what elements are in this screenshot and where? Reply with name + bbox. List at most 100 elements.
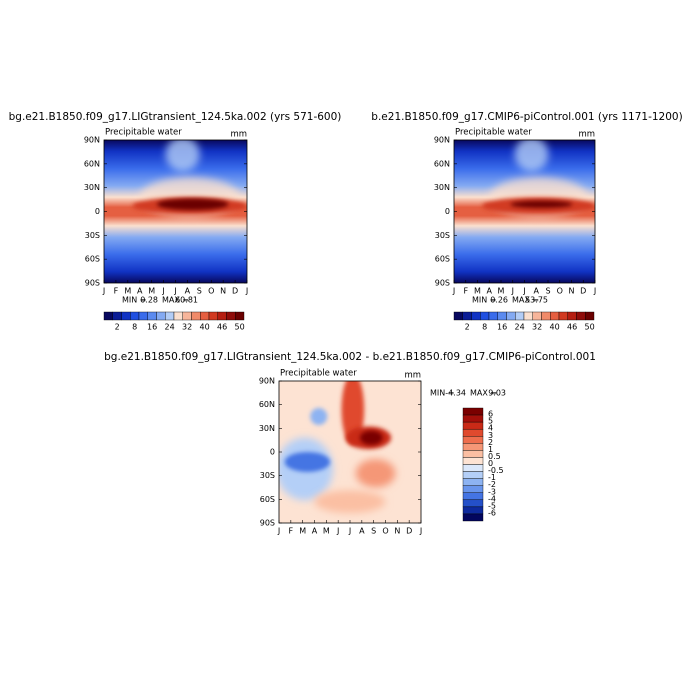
colorbar-label: 16 — [497, 323, 507, 332]
stat-label: MAX = — [162, 296, 189, 305]
y-tick-label: 60S — [260, 495, 275, 504]
y-tick-label: 90N — [84, 136, 100, 145]
stat-value: -4.34 — [445, 389, 466, 398]
x-tick-label: S — [545, 287, 550, 296]
stat-value: 0.26 — [490, 296, 508, 305]
colorbar-label: -4 — [488, 494, 496, 503]
colorbar-swatch — [462, 443, 484, 451]
y-tick-label: 60S — [85, 255, 100, 264]
x-tick-label: J — [419, 527, 422, 536]
y-tick-label: 30S — [85, 231, 100, 240]
y-tick-label: 90S — [260, 519, 275, 528]
contour-field — [279, 381, 421, 523]
colorbar-swatch — [462, 450, 484, 458]
colorbar-label: 8 — [132, 323, 137, 332]
x-tick-label: A — [312, 527, 318, 536]
colorbar-swatch — [541, 311, 551, 321]
colorbar-label: 40 — [200, 323, 210, 332]
units: mm — [404, 371, 421, 381]
panel-title: bg.e21.B1850.f09_g17.LIGtransient_124.5k… — [104, 351, 596, 363]
colorbar-label: 2 — [488, 438, 493, 447]
y-tick-label: 0 — [445, 207, 450, 216]
colorbar-label: 50 — [235, 323, 245, 332]
stat-label: MIN = — [122, 296, 147, 305]
colorbar-swatch — [462, 506, 484, 515]
colorbar-swatch — [462, 513, 484, 522]
colorbar-swatch — [147, 311, 157, 321]
colorbar-swatch — [462, 485, 484, 493]
x-tick-label: M — [498, 287, 505, 296]
x-tick-label: M — [124, 287, 131, 296]
colorbar-swatch — [191, 311, 201, 321]
colorbar-swatch — [462, 436, 484, 444]
colorbar-label: 40 — [550, 323, 560, 332]
colorbar-swatch — [462, 471, 484, 479]
x-tick-label: M — [323, 527, 330, 536]
y-tick-label: 30N — [84, 183, 100, 192]
y-tick-label: 90S — [435, 279, 450, 288]
x-tick-label: F — [463, 287, 468, 296]
colorbar-label: 1 — [488, 445, 493, 454]
x-tick-label: D — [232, 287, 238, 296]
x-tick-label: J — [593, 287, 596, 296]
colorbar-swatch — [217, 311, 227, 321]
colorbar-swatch — [532, 311, 542, 321]
stat-label: MIN = — [472, 296, 497, 305]
y-tick-label: 90N — [259, 377, 275, 386]
colorbar-swatch — [156, 311, 166, 321]
x-tick-label: D — [580, 287, 586, 296]
contour-field — [104, 140, 247, 283]
y-tick-label: 60N — [259, 400, 275, 409]
colorbar-swatch — [208, 311, 218, 321]
x-tick-label: J — [511, 287, 514, 296]
x-tick-label: F — [289, 527, 294, 536]
colorbar-label: -5 — [488, 501, 496, 510]
x-tick-label: N — [569, 287, 575, 296]
colorbar-label: -2 — [488, 480, 496, 489]
panel-subtitle: Precipitable water — [280, 369, 357, 379]
colorbar-swatch — [462, 311, 472, 321]
x-tick-label: J — [336, 527, 339, 536]
x-tick-label: J — [522, 287, 525, 296]
colorbar-swatch — [462, 499, 484, 508]
colorbar-swatch — [462, 464, 484, 472]
x-tick-label: J — [348, 527, 351, 536]
y-tick-label: 60N — [84, 159, 100, 168]
colorbar-label: -1 — [488, 473, 496, 482]
colorbar-swatch — [550, 311, 560, 321]
colorbar-label: 0.5 — [488, 452, 501, 461]
x-tick-label: O — [557, 287, 563, 296]
stat-label: MAX = — [470, 389, 497, 398]
x-tick-label: J — [452, 287, 455, 296]
panel-title: b.e21.B1850.f09_g17.CMIP6-piControl.001 … — [371, 111, 682, 123]
colorbar-label: -0.5 — [488, 466, 504, 475]
colorbar-swatch — [103, 311, 113, 321]
colorbar-label: 46 — [217, 323, 227, 332]
x-tick-label: N — [394, 527, 400, 536]
colorbar-swatch — [462, 492, 484, 501]
y-tick-label: 0 — [270, 448, 275, 457]
y-tick-label: 0 — [95, 207, 100, 216]
colorbar-swatch — [480, 311, 490, 321]
panel-subtitle: Precipitable water — [455, 128, 532, 138]
x-tick-label: D — [406, 527, 412, 536]
colorbar-label: 6 — [488, 410, 493, 419]
colorbar-swatch — [462, 407, 484, 416]
stat-value: 60.81 — [175, 296, 198, 305]
colorbar-swatch — [585, 311, 595, 321]
colorbar-swatch — [200, 311, 210, 321]
x-tick-label: A — [185, 287, 191, 296]
colorbar-label: 8 — [482, 323, 487, 332]
colorbar-label: 32 — [532, 323, 542, 332]
colorbar-label: 2 — [115, 323, 120, 332]
colorbar-swatch — [165, 311, 175, 321]
colorbar-swatch — [226, 311, 236, 321]
x-tick-label: A — [534, 287, 540, 296]
y-tick-label: 60S — [435, 255, 450, 264]
colorbar-swatch — [182, 311, 192, 321]
colorbar-swatch — [462, 478, 484, 486]
x-tick-label: M — [299, 527, 306, 536]
x-tick-label: J — [102, 287, 105, 296]
x-tick-label: A — [359, 527, 365, 536]
